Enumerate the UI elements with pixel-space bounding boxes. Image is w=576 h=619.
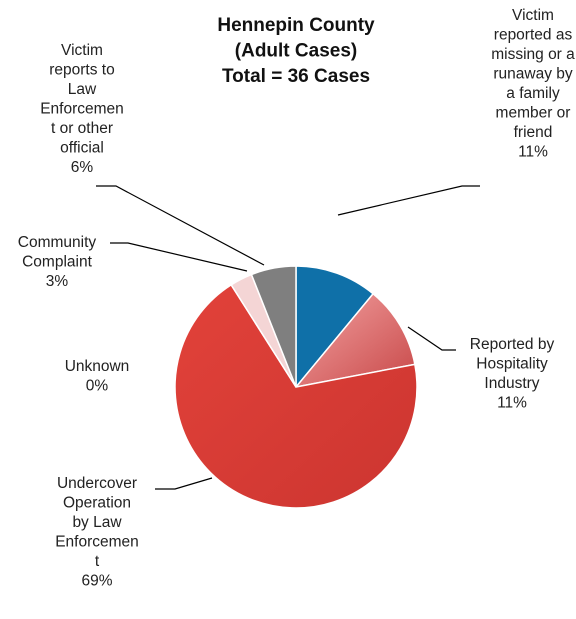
chart-title-line: (Adult Cases): [235, 41, 357, 62]
leader-line-community: [110, 242, 248, 272]
slice-category-label: Reported by: [470, 336, 555, 353]
slice-category-label: a family: [506, 85, 560, 102]
slice-category-label: member or: [496, 105, 571, 122]
slice-percent-label: 3%: [46, 273, 69, 290]
slice-category-label: Victim: [61, 42, 103, 59]
slice-label-hospitality: Reported by Hospitality Industry 11%: [470, 336, 555, 412]
slice-category-label: by Law: [72, 514, 122, 531]
chart-title-line: Total = 36 Cases: [222, 66, 370, 87]
slice-category-label: Complaint: [22, 254, 92, 271]
slice-percent-label: 6%: [71, 159, 94, 176]
leader-lines: [96, 185, 480, 490]
slice-category-label: missing or a: [491, 46, 575, 63]
chart-title: Hennepin County (Adult Cases) Total = 36 C…: [217, 15, 375, 87]
slice-category-label: reports to: [49, 62, 114, 79]
slice-percent-label: 69%: [81, 573, 112, 590]
chart-title-line: Hennepin County: [217, 15, 375, 36]
slice-category-label: runaway by: [493, 66, 573, 83]
slice-percent-label: 11%: [497, 395, 527, 412]
pie-slice-missing: [295, 265, 375, 390]
leader-line-missing: [337, 185, 480, 216]
pie-slice-undercover: [174, 283, 418, 509]
slice-category-label: friend: [514, 124, 553, 141]
slice-category-label: Undercover: [57, 475, 137, 492]
leader-line-undercover: [155, 477, 213, 490]
slice-label-victim-reports: Victim reports to Law Enforcemen t or other o…: [40, 42, 124, 176]
slice-label-community: Community Complaint 3%: [18, 234, 97, 290]
slice-category-label: reported as: [494, 27, 573, 44]
slice-category-label: Hospitality: [476, 356, 548, 373]
slice-category-label: official: [60, 140, 104, 157]
slice-percent-label: 0%: [86, 378, 109, 395]
slice-percent-label: 11%: [518, 144, 548, 161]
slice-label-undercover: Undercover Operation by Law Enforcemen t 69%: [55, 475, 139, 590]
pie-slice-hospitality: [294, 292, 416, 389]
slice-category-label: Community: [18, 234, 97, 251]
leader-line-hospitality: [407, 326, 456, 351]
slice-label-unknown: Unknown 0%: [65, 358, 130, 395]
slice-category-label: Industry: [484, 375, 539, 392]
slice-category-label: t: [95, 553, 100, 570]
slice-category-label: Operation: [63, 495, 131, 512]
slice-category-label: Enforcemen: [55, 534, 139, 551]
slice-category-label: t or other: [51, 120, 113, 137]
leader-line-victim-reports: [96, 185, 265, 266]
pie-slice-victim-reports: [250, 265, 297, 388]
slice-category-label: Law: [68, 81, 97, 98]
slice-category-label: Unknown: [65, 358, 130, 375]
slice-label-missing: Victim reported as missing or a runaway by a…: [491, 7, 575, 161]
slice-category-label: Enforcemen: [40, 101, 124, 118]
slice-labels: Victim reported as missing or a runaway by a…: [18, 7, 575, 590]
pie-slices: [174, 265, 418, 509]
slice-category-label: Victim: [512, 7, 554, 24]
